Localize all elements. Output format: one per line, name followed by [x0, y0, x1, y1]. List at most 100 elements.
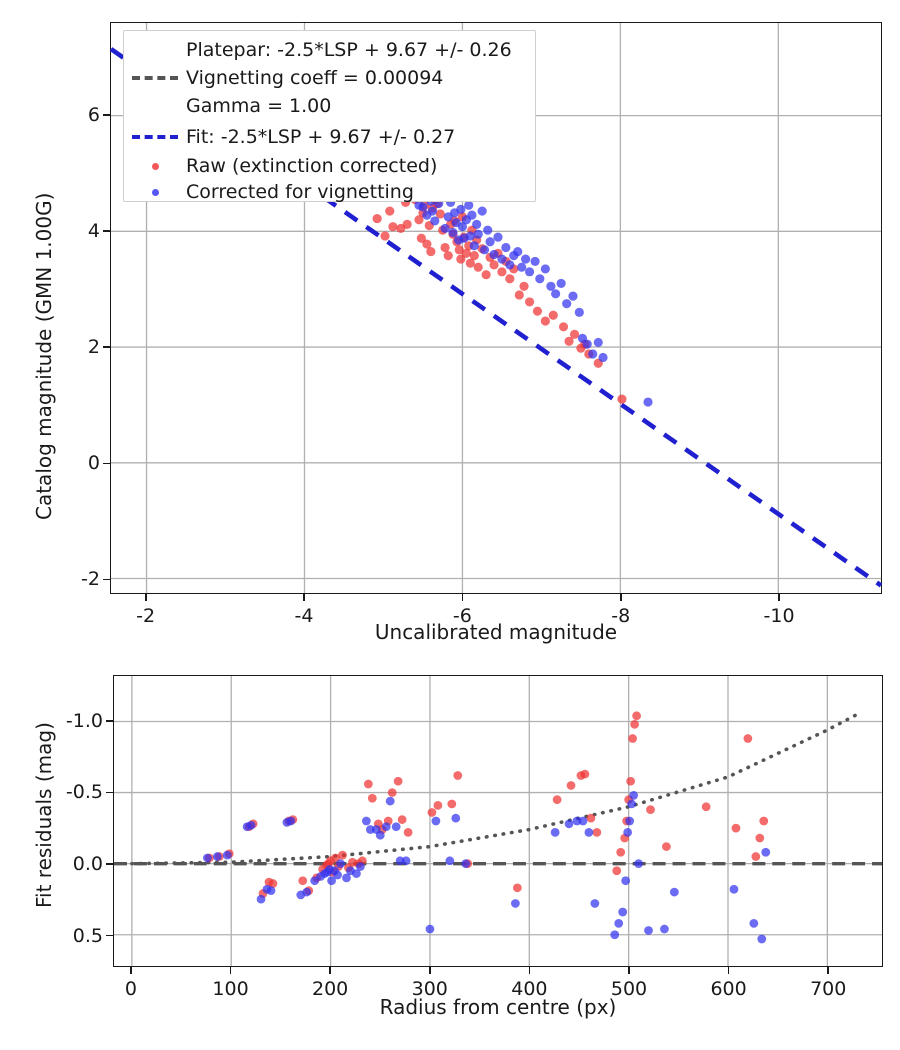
vignetting-curve: [130, 712, 859, 866]
data-point: [618, 907, 628, 917]
data-point: [493, 232, 503, 242]
data-point: [524, 267, 535, 277]
ytick-label: 6: [87, 103, 100, 126]
xtick-label: 600: [710, 978, 747, 1000]
ytick-mark: [103, 578, 110, 581]
xtick-mark: [428, 967, 431, 974]
data-point: [749, 918, 759, 928]
data-point: [387, 788, 397, 797]
top-xaxis-label: Uncalibrated magnitude: [374, 620, 618, 644]
legend-entry-gamma: Gamma = 1.00: [124, 91, 331, 121]
ytick-mark: [103, 462, 110, 465]
data-point: [623, 828, 633, 837]
data-point: [203, 853, 212, 863]
data-point: [431, 816, 441, 826]
data-point: [426, 246, 436, 257]
data-point: [456, 204, 466, 214]
data-point: [418, 202, 428, 212]
data-point: [514, 290, 524, 300]
data-point: [501, 242, 511, 253]
data-point: [505, 260, 515, 270]
data-point: [610, 930, 620, 940]
data-point: [588, 349, 598, 359]
data-point: [481, 270, 491, 280]
data-point: [256, 894, 266, 904]
data-point: [445, 856, 455, 866]
data-point: [630, 719, 640, 729]
xtick-label: 0: [124, 978, 137, 1000]
data-point: [759, 816, 769, 826]
legend-entry-raw: Raw (extinction corrected): [124, 151, 437, 181]
data-point: [505, 274, 515, 284]
data-point: [701, 802, 711, 812]
data-point: [298, 876, 308, 886]
data-point: [327, 876, 336, 886]
data-point: [550, 828, 560, 837]
data-point: [465, 231, 475, 241]
data-point: [646, 805, 655, 814]
data-point: [333, 870, 342, 880]
data-point: [743, 734, 753, 743]
data-point: [497, 254, 507, 264]
blue-dashed-line-icon: [124, 135, 186, 139]
data-point: [562, 299, 572, 309]
data-point: [352, 869, 361, 878]
data-point: [485, 237, 495, 247]
data-point: [440, 223, 450, 234]
ytick-label: 2: [87, 336, 100, 359]
data-point: [627, 799, 637, 809]
data-point: [586, 813, 596, 823]
xtick-label: -4: [294, 605, 314, 627]
data-point: [385, 206, 395, 216]
data-point: [356, 862, 365, 871]
data-point: [612, 866, 622, 876]
ytick-label: -0.5: [65, 781, 103, 804]
data-point: [569, 329, 580, 339]
data-point: [580, 769, 590, 779]
data-point: [451, 813, 461, 823]
data-point: [440, 242, 450, 253]
data-point: [385, 796, 395, 806]
data-point: [403, 828, 413, 837]
xtick-label: 400: [511, 978, 548, 1000]
data-point: [530, 256, 540, 266]
data-point: [524, 297, 535, 307]
data-point: [380, 231, 390, 241]
data-point: [454, 245, 464, 255]
xtick-label: 200: [312, 978, 349, 1000]
data-point: [268, 879, 278, 888]
ytick-label: -2: [81, 568, 100, 591]
data-point: [363, 779, 373, 789]
data-point: [453, 771, 463, 780]
data-point: [286, 816, 296, 826]
data-point: [425, 924, 435, 934]
top-plot-legend: Platepar: -2.5*LSP + 9.67 +/- 0.26 Vigne…: [123, 30, 536, 203]
data-point: [489, 260, 499, 270]
bottom-plot-canvas: [114, 676, 882, 966]
data-point: [457, 222, 468, 232]
data-point: [548, 310, 558, 320]
data-point: [473, 262, 483, 272]
legend-entry-fit: Fit: -2.5*LSP + 9.67 +/- 0.27: [124, 122, 455, 152]
data-point: [519, 281, 529, 291]
ytick-label: 0.5: [72, 924, 103, 947]
data-point: [393, 776, 403, 786]
xtick-label: -10: [763, 605, 795, 627]
data-point: [342, 873, 351, 883]
xtick-label: 300: [411, 978, 448, 1000]
ytick-label: -1.0: [65, 709, 103, 732]
data-point: [391, 822, 401, 832]
data-point: [479, 245, 490, 255]
data-point: [427, 206, 438, 216]
data-point: [467, 210, 477, 220]
xtick-label: -6: [452, 605, 472, 627]
data-point: [521, 254, 531, 264]
data-point: [448, 227, 458, 238]
data-point: [621, 876, 631, 886]
data-point: [556, 278, 566, 288]
data-point: [590, 899, 600, 908]
data-point: [761, 847, 771, 857]
data-point: [643, 397, 653, 407]
data-point: [443, 251, 453, 261]
data-point: [731, 823, 741, 833]
